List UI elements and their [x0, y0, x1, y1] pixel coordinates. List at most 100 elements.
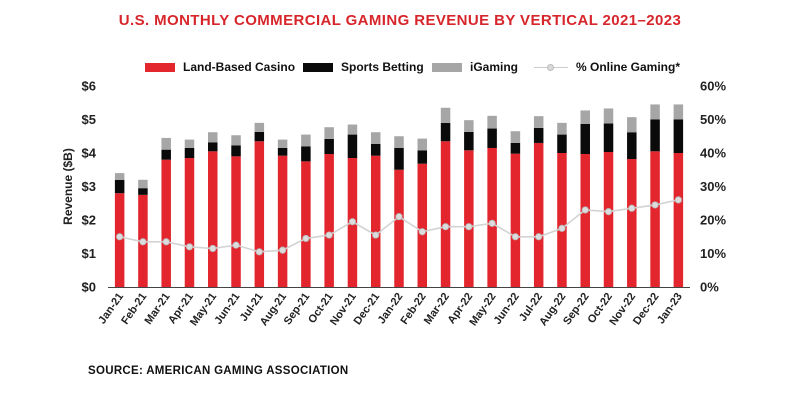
bar-sports-betting — [440, 122, 451, 142]
source-note: SOURCE: AMERICAN GAMING ASSOCIATION — [88, 365, 349, 377]
bar-igaming — [254, 122, 265, 132]
bar-land-based — [277, 155, 288, 287]
bar-sports-betting — [510, 142, 521, 154]
y-tick-label: $1 — [82, 246, 96, 261]
bar-land-based — [161, 159, 171, 287]
legend-swatch-sports-betting — [303, 62, 333, 72]
y2-tick-label: 50% — [700, 112, 726, 127]
bar-sports-betting — [370, 143, 381, 156]
legend-item-online-gaming: % Online Gaming* — [534, 57, 680, 77]
y2-tick-label: 10% — [700, 246, 726, 261]
bar-land-based — [650, 151, 660, 287]
y-tick-label: $2 — [82, 213, 96, 228]
bar-sports-betting — [231, 145, 241, 157]
y-tick-label: $6 — [82, 79, 96, 94]
bar-sports-betting — [464, 131, 474, 151]
bar-sports-betting — [277, 147, 288, 156]
y-tick-label: $5 — [82, 112, 96, 127]
bar-land-based — [580, 154, 590, 287]
online-gaming-point — [465, 223, 473, 231]
bar-land-based — [557, 153, 567, 287]
bar-igaming — [650, 104, 660, 120]
y-tick-label: $3 — [82, 179, 96, 194]
legend-item-igaming: iGaming — [432, 57, 518, 77]
bar-igaming — [510, 131, 521, 143]
bar-igaming — [603, 108, 614, 124]
bar-igaming — [324, 127, 334, 139]
online-gaming-point — [628, 204, 636, 212]
online-gaming-point — [604, 208, 613, 216]
online-gaming-point — [162, 238, 170, 246]
bar-igaming — [161, 137, 171, 150]
online-gaming-point — [255, 248, 263, 256]
bar-land-based — [301, 161, 311, 287]
y2-tick-label: 0% — [700, 280, 719, 295]
online-gaming-point — [674, 196, 682, 204]
bar-sports-betting — [580, 123, 590, 155]
legend-label-online-gaming: % Online Gaming* — [576, 60, 681, 74]
online-gaming-point — [278, 246, 287, 254]
bar-land-based — [533, 142, 544, 287]
bar-sports-betting — [161, 149, 171, 160]
online-gaming-point — [325, 231, 333, 239]
bar-land-based — [394, 169, 404, 287]
online-gaming-point — [302, 234, 310, 243]
online-gaming-point — [209, 244, 217, 253]
legend-item-sports-betting: Sports Betting — [303, 57, 424, 77]
legend-label-land-based: Land-Based Casino — [183, 60, 296, 74]
bar-sports-betting — [394, 147, 404, 170]
bar-sports-betting — [487, 128, 497, 148]
bar-igaming — [184, 139, 195, 148]
bar-sports-betting — [627, 132, 637, 160]
bar-igaming — [440, 107, 451, 123]
bar-igaming — [138, 179, 148, 189]
online-gaming-point — [511, 233, 520, 241]
bar-sports-betting — [208, 142, 218, 152]
bar-land-based — [487, 147, 497, 287]
bar-sports-betting — [603, 123, 614, 152]
bar-sports-betting — [650, 119, 660, 152]
bar-land-based — [324, 154, 334, 287]
x-tick-label: Jan-23 — [655, 291, 685, 326]
bar-igaming — [231, 135, 241, 146]
bar-igaming — [673, 104, 684, 120]
chart-title: U.S. MONTHLY COMMERCIAL GAMING REVENUE B… — [118, 12, 682, 29]
bar-sports-betting — [557, 134, 567, 153]
online-gaming-point — [395, 213, 403, 221]
y2-tick-label: 40% — [700, 146, 726, 161]
online-gaming-point — [139, 238, 147, 246]
bar-land-based — [510, 153, 521, 287]
y2-tick-label: 20% — [700, 213, 726, 228]
bar-igaming — [347, 124, 358, 135]
bar-land-based — [370, 155, 381, 287]
bar-sports-betting — [301, 146, 311, 162]
bar-igaming — [114, 173, 125, 180]
bar-sports-betting — [138, 188, 148, 195]
bar-land-based — [208, 151, 218, 287]
online-gaming-point — [232, 241, 240, 249]
legend-swatch-igaming — [432, 62, 462, 72]
bar-igaming — [394, 136, 404, 148]
bar-land-based — [231, 156, 241, 287]
y2-tick-label: 30% — [700, 179, 726, 194]
bar-igaming — [417, 138, 428, 151]
bar-sports-betting — [533, 127, 544, 143]
online-gaming-point — [651, 201, 659, 209]
bar-land-based — [464, 150, 474, 287]
legend-label-igaming: iGaming — [470, 60, 519, 74]
legend-item-land-based: Land-Based Casino — [145, 57, 295, 77]
legend-swatch-land-based — [145, 62, 175, 72]
bar-igaming — [627, 117, 637, 133]
bar-igaming — [301, 134, 311, 147]
bar-igaming — [487, 115, 497, 129]
bar-igaming — [557, 122, 567, 135]
y-axis-label: Revenue ($B) — [61, 148, 75, 225]
bar-igaming — [580, 110, 590, 124]
online-gaming-point — [488, 219, 496, 227]
chart-legend: Land-Based Casino Sports Betting iGaming… — [0, 57, 800, 77]
legend-line-online-gaming — [534, 63, 568, 72]
online-gaming-point — [535, 233, 543, 241]
bar-land-based — [603, 151, 614, 287]
bar-sports-betting — [184, 147, 195, 159]
